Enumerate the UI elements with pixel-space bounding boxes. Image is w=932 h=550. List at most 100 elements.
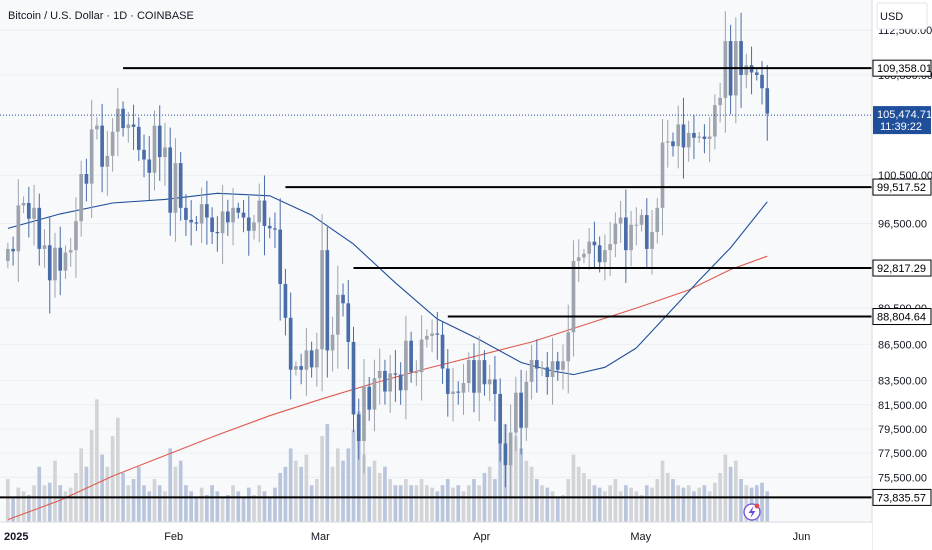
- volume-bar: [37, 466, 42, 522]
- candle-body: [613, 223, 618, 245]
- candle-body: [84, 174, 89, 184]
- candle-body: [597, 245, 602, 263]
- candle-body: [231, 207, 235, 223]
- time-axis[interactable]: [0, 522, 872, 550]
- lightning-alert-icon[interactable]: [743, 503, 761, 521]
- candle-body: [650, 232, 654, 249]
- candle-body: [121, 108, 125, 129]
- candle-body: [215, 232, 220, 234]
- candle-body: [508, 432, 513, 466]
- volume-bar: [676, 485, 681, 522]
- volume-bar: [472, 479, 476, 522]
- candle-body: [362, 386, 366, 442]
- volume-bar: [236, 491, 241, 522]
- candle-body: [456, 391, 461, 393]
- price-tick-label: 83,500.00: [878, 376, 927, 388]
- volume-bar: [32, 485, 36, 522]
- candle-body: [278, 229, 283, 284]
- time-tick-label: May: [630, 531, 651, 543]
- candle-body: [346, 303, 351, 342]
- candle-body: [707, 136, 712, 139]
- candle-body: [299, 366, 303, 370]
- level-price-label: 92,817.29: [877, 263, 926, 275]
- candle-body: [89, 129, 94, 184]
- volume-bar: [362, 454, 366, 522]
- candle-body: [472, 360, 476, 393]
- candle-body: [660, 142, 665, 208]
- candle-body: [147, 159, 152, 173]
- volume-bar: [466, 485, 471, 522]
- currency-label: USD: [880, 11, 903, 23]
- candle-body: [100, 125, 104, 167]
- candle-body: [477, 360, 482, 393]
- chart-title: Bitcoin / U.S. Dollar · 1D · COINBASE: [8, 10, 194, 22]
- candle-body: [618, 217, 623, 224]
- candle-body: [571, 261, 576, 333]
- currency-button[interactable]: USD: [876, 2, 928, 30]
- volume-bar: [461, 491, 466, 522]
- volume-bar: [404, 479, 408, 522]
- volume-bar: [6, 479, 10, 522]
- volume-bar: [163, 491, 167, 522]
- candle-body: [309, 350, 314, 368]
- price-tick-label: 81,500.00: [878, 400, 927, 412]
- candle-body: [723, 41, 728, 98]
- volume-bar: [11, 497, 15, 522]
- volume-bar: [53, 460, 57, 522]
- candle-body: [498, 393, 502, 444]
- volume-bar: [388, 479, 393, 522]
- volume-bar: [184, 485, 188, 522]
- candle-body: [257, 200, 262, 223]
- volume-bar: [335, 448, 340, 522]
- volume-bar: [147, 491, 152, 522]
- price-tick-label: 96,500.00: [878, 219, 927, 231]
- volume-bar: [540, 485, 544, 522]
- candle-body: [540, 367, 544, 369]
- candle-body: [377, 370, 382, 379]
- candle-body: [283, 283, 288, 318]
- volume-bar: [686, 485, 691, 522]
- volume-bar: [430, 487, 434, 522]
- candle-body: [550, 361, 555, 377]
- candle-body: [566, 332, 571, 362]
- candle-body: [367, 386, 372, 410]
- volume-bar: [634, 491, 639, 522]
- volume-bar: [519, 448, 523, 522]
- candle-body: [534, 360, 539, 369]
- candle-body: [754, 72, 759, 75]
- time-tick-label: Feb: [164, 531, 183, 543]
- price-tick-label: 79,500.00: [878, 424, 927, 436]
- candle-body: [503, 443, 508, 466]
- volume-bar: [514, 436, 518, 522]
- candle-body: [435, 333, 440, 335]
- candle-body: [173, 163, 178, 213]
- level-price-tag: [872, 178, 932, 196]
- volume-bar: [760, 482, 764, 522]
- candle-body: [697, 136, 702, 138]
- candle-body: [713, 105, 717, 137]
- volume-bar: [100, 454, 104, 522]
- volume-bar: [320, 436, 324, 522]
- volume-bar: [26, 495, 31, 522]
- candle-body: [273, 228, 277, 230]
- candle-body: [529, 360, 534, 382]
- candle-body: [126, 124, 131, 129]
- candle-body: [178, 163, 183, 208]
- candle-body: [37, 207, 42, 249]
- candle-body: [409, 340, 413, 373]
- candle-body: [341, 294, 345, 304]
- candle-body: [325, 250, 330, 351]
- volume-bar: [89, 429, 94, 522]
- candle-body: [74, 221, 78, 251]
- volume-bar: [555, 497, 560, 522]
- candle-body: [419, 339, 424, 373]
- level-price-label: 88,804.64: [877, 312, 926, 324]
- volume-bar: [639, 495, 644, 522]
- volume-bar: [733, 460, 738, 522]
- volume-bar: [550, 491, 555, 522]
- candle-body: [356, 414, 361, 442]
- candle-body: [131, 124, 136, 127]
- candle-body: [246, 217, 251, 231]
- volume-bar: [707, 491, 712, 522]
